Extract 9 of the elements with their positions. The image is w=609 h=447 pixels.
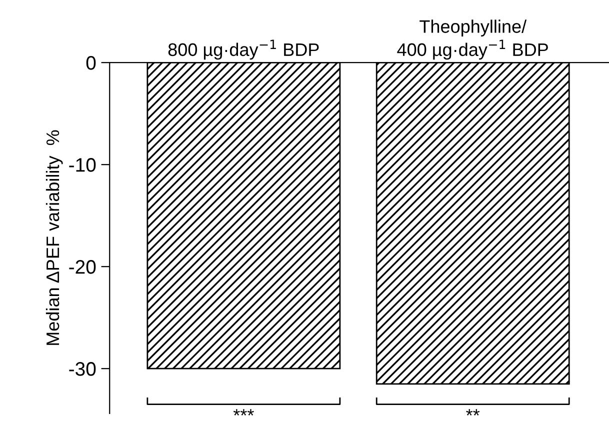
y-tick-label: -10 xyxy=(69,158,96,172)
y-tick-label: 0 xyxy=(86,56,96,70)
annotation: *** xyxy=(233,409,254,416)
y-tick-label: -20 xyxy=(69,260,96,274)
y-axis-title: Median ΔPEF variability % xyxy=(46,130,63,345)
x-tick-label: Theophylline/ 400 µg·day$^{−1}$ BDP xyxy=(397,20,548,60)
annotation: ** xyxy=(466,409,480,416)
x-tick-label: 800 µg·day$^{−1}$ BDP xyxy=(168,40,319,60)
y-tick-label: -30 xyxy=(69,362,96,376)
